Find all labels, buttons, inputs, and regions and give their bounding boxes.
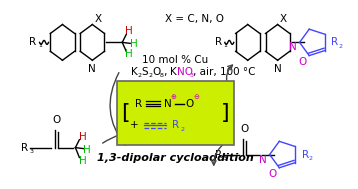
Text: +: + bbox=[130, 120, 139, 130]
Text: 3: 3 bbox=[223, 156, 227, 161]
Text: 1: 1 bbox=[38, 43, 42, 48]
Text: N: N bbox=[164, 99, 172, 109]
Text: O: O bbox=[240, 124, 248, 134]
Text: [: [ bbox=[121, 103, 130, 123]
Text: 10 mol % Cu: 10 mol % Cu bbox=[142, 55, 209, 65]
Text: 3: 3 bbox=[189, 73, 193, 78]
Text: N: N bbox=[259, 155, 267, 164]
Text: 2: 2 bbox=[309, 156, 313, 161]
Text: ]: ] bbox=[221, 103, 230, 123]
Text: R: R bbox=[215, 149, 222, 160]
Text: ⊖: ⊖ bbox=[193, 94, 199, 100]
Text: 2: 2 bbox=[149, 73, 153, 78]
Text: 3: 3 bbox=[30, 149, 34, 154]
Text: N: N bbox=[274, 64, 281, 74]
Text: O: O bbox=[53, 115, 61, 125]
Text: K: K bbox=[131, 67, 137, 77]
Text: R: R bbox=[29, 37, 37, 47]
Text: R: R bbox=[173, 120, 180, 130]
Text: 2: 2 bbox=[138, 73, 142, 78]
Text: H: H bbox=[125, 26, 133, 36]
Text: O: O bbox=[186, 99, 194, 109]
Text: O: O bbox=[268, 170, 277, 179]
Text: ⊕: ⊕ bbox=[170, 94, 176, 100]
Text: O: O bbox=[153, 67, 161, 77]
Text: O: O bbox=[299, 57, 307, 67]
Text: X: X bbox=[280, 14, 287, 23]
Text: R: R bbox=[301, 149, 309, 160]
Text: R: R bbox=[215, 37, 222, 47]
Text: X = C, N, O: X = C, N, O bbox=[165, 14, 224, 24]
Text: R: R bbox=[135, 99, 142, 109]
Text: 2: 2 bbox=[338, 44, 342, 49]
Text: S: S bbox=[142, 67, 148, 77]
Text: H: H bbox=[130, 39, 138, 49]
Text: H: H bbox=[78, 156, 86, 166]
Text: 1: 1 bbox=[223, 43, 227, 48]
FancyBboxPatch shape bbox=[117, 81, 234, 145]
Text: 2: 2 bbox=[181, 127, 185, 132]
Text: NO: NO bbox=[176, 67, 193, 77]
Text: R: R bbox=[332, 37, 339, 47]
Text: H: H bbox=[125, 49, 133, 59]
Text: N: N bbox=[88, 64, 96, 74]
Text: N: N bbox=[289, 42, 296, 52]
Text: ,: , bbox=[164, 67, 167, 77]
Text: H: H bbox=[83, 145, 91, 155]
Text: X: X bbox=[95, 14, 102, 23]
Text: H: H bbox=[78, 132, 86, 142]
Text: 8: 8 bbox=[160, 73, 164, 78]
Text: K: K bbox=[170, 67, 176, 77]
Text: 1,3-dipolar cycloaddition: 1,3-dipolar cycloaddition bbox=[97, 153, 254, 163]
Text: R: R bbox=[21, 143, 29, 153]
Text: , air, 100 °C: , air, 100 °C bbox=[193, 67, 256, 77]
